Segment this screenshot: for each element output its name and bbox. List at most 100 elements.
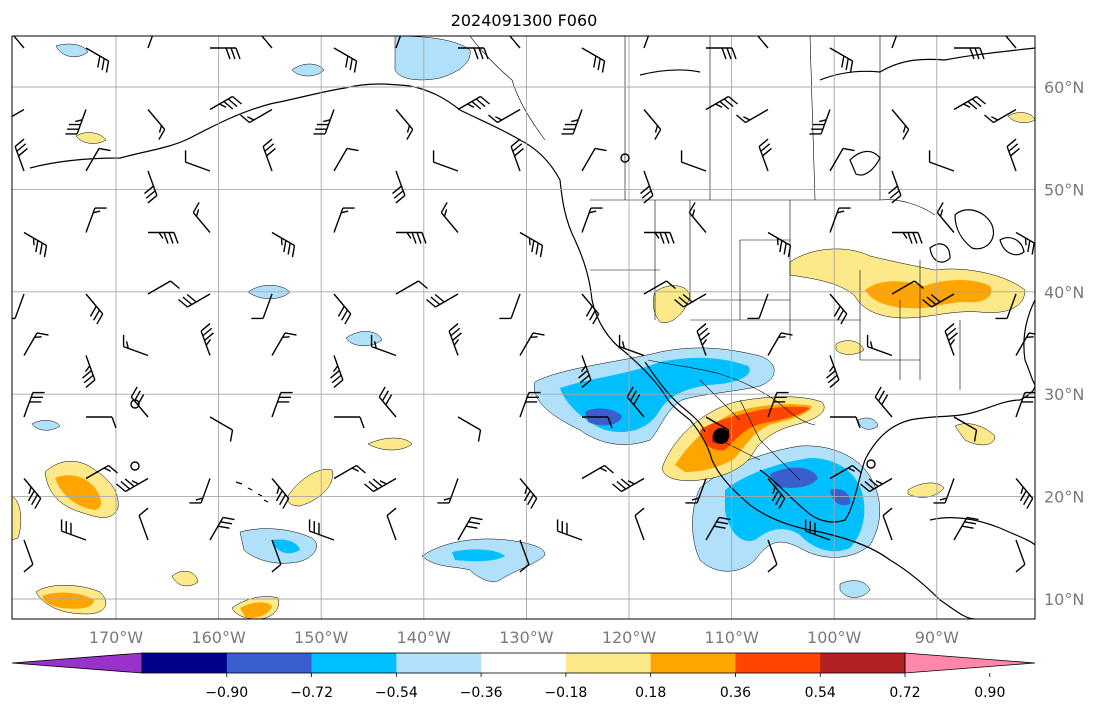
latitude-label: 10°N [1044, 590, 1084, 609]
wind-barb-icon [147, 36, 158, 49]
wind-barb-icon [271, 332, 297, 356]
wind-barb-icon [209, 95, 242, 111]
coastline-west-coast-mexico [689, 419, 976, 619]
colorbar-segment [481, 653, 567, 673]
positive-region-small-9 [12, 495, 22, 541]
calm-circle [866, 459, 876, 469]
wind-barb-icon [262, 138, 276, 172]
positive-region-gulf-of-california-core [675, 404, 812, 472]
colorbar-tick-label: −0.18 [544, 685, 587, 701]
colorbar-segment [142, 653, 228, 673]
wind-barb-icon [271, 478, 290, 509]
wind-barb-icon [953, 516, 979, 541]
wind-barb-icon [386, 507, 397, 541]
positive-region-nevada [652, 285, 691, 323]
wind-barb-icon [23, 231, 48, 258]
wind-barb-icon [829, 47, 854, 73]
coastline-east [1023, 299, 1035, 386]
wind-barb-icon [457, 95, 490, 111]
wind-barb-icon [116, 477, 149, 493]
wind-barb-icon [488, 108, 521, 124]
wind-barb-icon [891, 36, 902, 49]
positive-region-small-7 [171, 570, 199, 587]
positive-region-plains-core [865, 280, 992, 309]
latitude-label: 50°N [1044, 180, 1084, 199]
wind-barb-icon [829, 147, 855, 172]
colorbar-segment [820, 653, 906, 673]
positive-region-small-1 [367, 437, 413, 451]
wind-barb-icon [138, 507, 149, 541]
wind-barb-icon [519, 332, 545, 356]
wind-barb-icon [829, 293, 848, 325]
wind-barb-icon [184, 150, 211, 172]
graticule [12, 36, 1035, 619]
wind-barb-icon [519, 478, 538, 509]
wind-barb-icon [519, 231, 544, 258]
wind-barb-icon [680, 150, 707, 172]
latitude-label: 40°N [1044, 283, 1084, 302]
wind-barb-icon [747, 293, 769, 320]
wind-barb-icon [860, 477, 893, 493]
wind-barb-icon [705, 516, 731, 541]
coastline-baja [644, 361, 706, 433]
colorbar-tick-label: 0.72 [889, 685, 920, 701]
wind-barb-icon [392, 170, 406, 204]
border-alaska-canada [469, 36, 546, 141]
wind-barb-icon [147, 109, 166, 140]
negative-region-gulf-of-alaska [394, 36, 471, 81]
wind-barb-icon [953, 95, 986, 111]
longitude-label: 100°W [807, 628, 862, 647]
wind-barb-icon [736, 108, 769, 124]
negative-region-west-tropics-core [272, 539, 300, 554]
wind-barb-icon [85, 47, 110, 73]
border-us-mexico [647, 359, 816, 426]
wind-barb-icon [882, 507, 893, 541]
colorbar-tick-label: 0.36 [720, 685, 751, 701]
wind-barb-icon [458, 47, 489, 60]
longitude-label: 110°W [704, 628, 759, 647]
wind-barb-icon [23, 391, 45, 418]
colorbar-segment [311, 653, 397, 673]
negative-region-small-4 [31, 420, 61, 431]
wind-barb-icon [330, 355, 344, 388]
wind-barb-icon [626, 386, 645, 418]
positive-region-west-pacific-core [55, 475, 102, 510]
colorbar-tick-label: 0.18 [635, 685, 666, 701]
wind-barb-icon [922, 293, 955, 308]
wind-barb-icon [706, 47, 737, 60]
wind-barb-icon [65, 109, 87, 135]
wind-barb-icon [499, 293, 521, 320]
wind-barb-icon [581, 47, 606, 73]
positive-region-small-6 [75, 132, 107, 144]
coastline-cuba [929, 517, 1035, 546]
wind-barb-icon [750, 36, 769, 49]
wind-barb-icon [251, 293, 273, 320]
wind-barb-icon [1015, 391, 1035, 418]
wind-barb-icon [933, 478, 955, 504]
wind-barb-icon [826, 355, 840, 388]
wind-barb-icon [189, 478, 211, 504]
wind-barb-icon [308, 519, 335, 541]
calm-markers [130, 153, 876, 471]
wind-barb-icon [144, 170, 158, 204]
colorbar-segment [565, 653, 652, 673]
calm-circle [620, 153, 630, 163]
calm-circle [130, 461, 140, 471]
wind-barbs [12, 36, 1035, 573]
wind-barb-icon [519, 539, 530, 573]
latitude-label: 20°N [1044, 488, 1084, 507]
wind-barb-icon [767, 231, 792, 258]
wind-barb-icon [936, 202, 955, 233]
coastline-alaska [29, 83, 691, 421]
positive-region-small-5 [835, 340, 865, 355]
wind-barb-icon [395, 36, 406, 49]
wind-barb-icon [60, 519, 87, 541]
negative-region-central-pacific-core [452, 549, 505, 562]
colorbar: −0.90 −0.72 −0.54 −0.36 −0.18 0.18 0.36 0.54 0.7… [11, 652, 1036, 701]
wind-barb-icon [210, 47, 241, 60]
longitude-label: 90°W [915, 628, 959, 647]
coastline-gulf-of-mexico [759, 384, 1035, 523]
map-background [12, 36, 1035, 619]
wind-barb-icon [396, 231, 427, 244]
colorbar-segment [735, 653, 821, 673]
